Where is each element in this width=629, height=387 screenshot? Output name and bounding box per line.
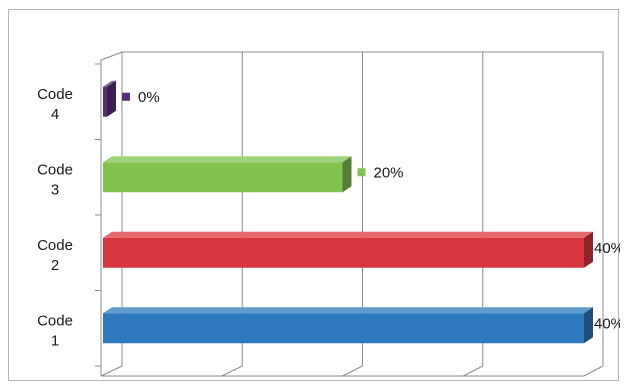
category-label-line: Code	[37, 312, 73, 329]
category-label-line: 4	[51, 106, 59, 123]
category-label-line: 1	[51, 332, 59, 349]
floor-gridline	[100, 365, 123, 377]
data-label: 40%	[594, 315, 620, 332]
data-label-key	[357, 168, 366, 177]
side-wall-top	[100, 51, 123, 61]
category-label-line: 2	[51, 257, 59, 274]
bar-side	[584, 231, 593, 268]
bar-top	[103, 231, 593, 238]
bar-side	[107, 80, 116, 117]
bar	[103, 86, 107, 117]
floor-gridline	[463, 365, 483, 377]
bar-top	[103, 80, 116, 87]
bar-side	[342, 156, 352, 193]
bar	[103, 313, 584, 344]
category-label-line: Code	[37, 86, 73, 103]
category-label-line: Code	[37, 237, 73, 254]
data-label: 40%	[594, 240, 620, 257]
category-label: Code 1	[37, 312, 73, 349]
floor-gridline	[342, 365, 363, 377]
category-label: Code 4	[37, 86, 73, 123]
data-label: 0%	[138, 89, 160, 106]
data-label-key	[122, 92, 130, 101]
bar-top	[103, 156, 352, 163]
floor-gridline	[583, 365, 604, 377]
category-label-line: 3	[51, 181, 59, 198]
bar	[103, 237, 584, 268]
category-label-line: Code	[37, 161, 73, 178]
bar	[103, 162, 343, 193]
bar-side	[584, 307, 593, 344]
category-label: Code 3	[37, 161, 73, 198]
bar-top	[103, 307, 593, 314]
category-label: Code 2	[37, 237, 73, 274]
floor-gridline	[221, 365, 243, 377]
data-label: 20%	[374, 164, 404, 181]
